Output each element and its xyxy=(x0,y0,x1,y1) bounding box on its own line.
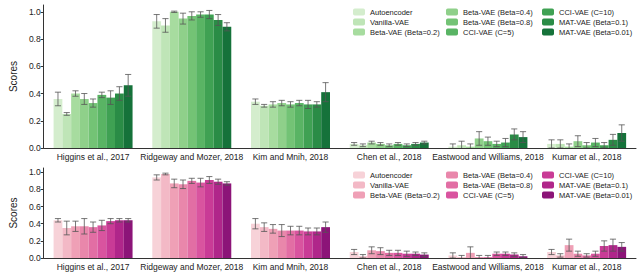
svg-text:CCI-VAE (C=10): CCI-VAE (C=10) xyxy=(559,8,615,17)
svg-text:0.6: 0.6 xyxy=(29,61,41,71)
svg-text:MAT-VAE (Beta=0.1): MAT-VAE (Beta=0.1) xyxy=(559,181,629,190)
svg-text:0.8: 0.8 xyxy=(29,34,41,44)
svg-text:Higgins et al., 2017: Higgins et al., 2017 xyxy=(57,262,130,272)
svg-text:0.0: 0.0 xyxy=(29,143,41,153)
svg-text:Vanilla-VAE: Vanilla-VAE xyxy=(370,18,409,27)
svg-text:MAT-VAE (Beta=0.01): MAT-VAE (Beta=0.01) xyxy=(559,191,633,200)
svg-text:Higgins et al., 2017: Higgins et al., 2017 xyxy=(57,152,130,162)
svg-text:CCI-VAE (C=10): CCI-VAE (C=10) xyxy=(559,171,615,180)
svg-text:Vanilla-VAE: Vanilla-VAE xyxy=(370,181,409,190)
svg-text:Beta-VAE (Beta=0.8): Beta-VAE (Beta=0.8) xyxy=(463,18,533,27)
svg-text:MAT-VAE (Beta=0.01): MAT-VAE (Beta=0.01) xyxy=(559,28,633,37)
svg-text:Chen et al., 2018: Chen et al., 2018 xyxy=(357,152,422,162)
svg-text:Beta-VAE (Beta=0.2): Beta-VAE (Beta=0.2) xyxy=(370,191,440,200)
svg-text:Beta-VAE (Beta=0.8): Beta-VAE (Beta=0.8) xyxy=(463,181,533,190)
svg-text:0.8: 0.8 xyxy=(29,184,41,194)
svg-text:Beta-VAE (Beta=0.4): Beta-VAE (Beta=0.4) xyxy=(463,8,533,17)
svg-text:CCI-VAE (C=5): CCI-VAE (C=5) xyxy=(463,191,514,200)
svg-text:1.0: 1.0 xyxy=(29,7,41,17)
svg-text:CCI-VAE (C=5): CCI-VAE (C=5) xyxy=(463,28,514,37)
svg-text:Autoencoder: Autoencoder xyxy=(370,171,413,180)
svg-text:Eastwood and Williams, 2018: Eastwood and Williams, 2018 xyxy=(432,262,544,272)
svg-text:Scores: Scores xyxy=(8,61,19,92)
svg-text:0.6: 0.6 xyxy=(29,202,41,212)
svg-text:Beta-VAE (Beta=0.2): Beta-VAE (Beta=0.2) xyxy=(370,28,440,37)
svg-text:0.0: 0.0 xyxy=(29,253,41,263)
svg-text:Kumar et al., 2018: Kumar et al., 2018 xyxy=(552,262,622,272)
svg-text:Kumar et al., 2018: Kumar et al., 2018 xyxy=(552,152,622,162)
svg-text:MAT-VAE (Beta=0.1): MAT-VAE (Beta=0.1) xyxy=(559,18,629,27)
svg-text:Ridgeway and Mozer, 2018: Ridgeway and Mozer, 2018 xyxy=(140,152,243,162)
svg-text:0.4: 0.4 xyxy=(29,219,41,229)
svg-text:0.2: 0.2 xyxy=(29,236,41,246)
svg-text:0.4: 0.4 xyxy=(29,89,41,99)
svg-text:Kim and Mnih, 2018: Kim and Mnih, 2018 xyxy=(253,152,329,162)
svg-text:1.0: 1.0 xyxy=(29,167,41,177)
svg-text:Autoencoder: Autoencoder xyxy=(370,8,413,17)
svg-text:Eastwood and Williams, 2018: Eastwood and Williams, 2018 xyxy=(432,152,544,162)
svg-text:Scores: Scores xyxy=(8,197,19,228)
svg-text:Beta-VAE (Beta=0.4): Beta-VAE (Beta=0.4) xyxy=(463,171,533,180)
svg-text:Chen et al., 2018: Chen et al., 2018 xyxy=(357,262,422,272)
svg-text:Kim and Mnih, 2018: Kim and Mnih, 2018 xyxy=(253,262,329,272)
svg-text:Ridgeway and Mozer, 2018: Ridgeway and Mozer, 2018 xyxy=(140,262,243,272)
svg-text:0.2: 0.2 xyxy=(29,116,41,126)
